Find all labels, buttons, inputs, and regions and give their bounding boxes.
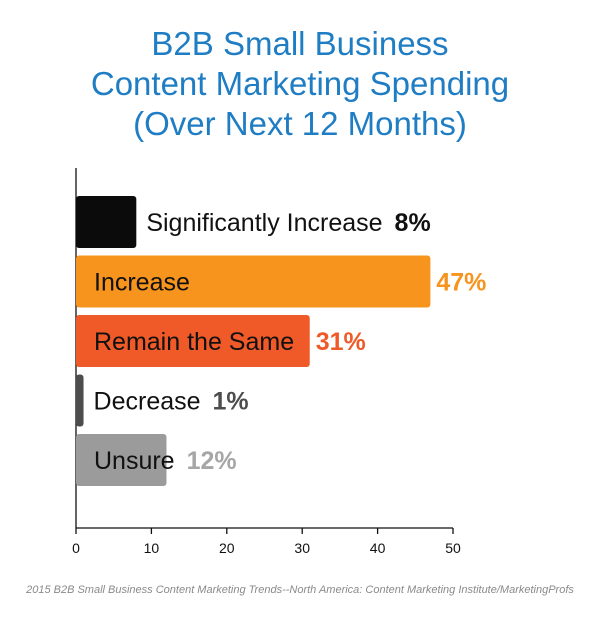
- bar-category-label-3: Decrease: [94, 388, 201, 416]
- bar-chart: 0 10 20 30 40 50 Significantly Increase 8% Incre…: [72, 168, 486, 556]
- x-tick-label-1: 10: [144, 540, 160, 556]
- x-tick-label-2: 20: [219, 540, 235, 556]
- x-tick-label-0: 0: [72, 540, 80, 556]
- bar-value-label-4: 12%: [187, 447, 237, 475]
- chart-title-line-3: (Over Next 12 Months): [133, 105, 467, 142]
- chart-title-line-1: B2B Small Business: [151, 25, 449, 62]
- bar-value-label-0: 8%: [395, 209, 431, 237]
- bar-category-label-0: Significantly Increase: [146, 209, 382, 237]
- bar-category-label-4: Unsure: [94, 447, 175, 475]
- bar-category-label-1: Increase: [94, 269, 190, 297]
- bar-value-label-1: 47%: [436, 269, 486, 297]
- bar-3: [76, 374, 84, 427]
- bar-4: [76, 434, 167, 486]
- chart-title: B2B Small Business Content Marketing Spe…: [0, 24, 600, 144]
- bar-2: [76, 315, 310, 367]
- bar-value-label-3: 1%: [213, 388, 249, 416]
- bar-value-label-2: 31%: [316, 328, 366, 356]
- bar-1: [76, 255, 431, 308]
- bar-0: [76, 196, 137, 248]
- bar-category-label-2: Remain the Same: [94, 328, 294, 356]
- x-tick-label-5: 50: [445, 540, 461, 556]
- x-tick-label-3: 30: [294, 540, 310, 556]
- chart-title-line-2: Content Marketing Spending: [90, 65, 510, 102]
- source-note: 2015 B2B Small Business Content Marketin…: [26, 584, 574, 596]
- x-tick-label-4: 40: [370, 540, 386, 556]
